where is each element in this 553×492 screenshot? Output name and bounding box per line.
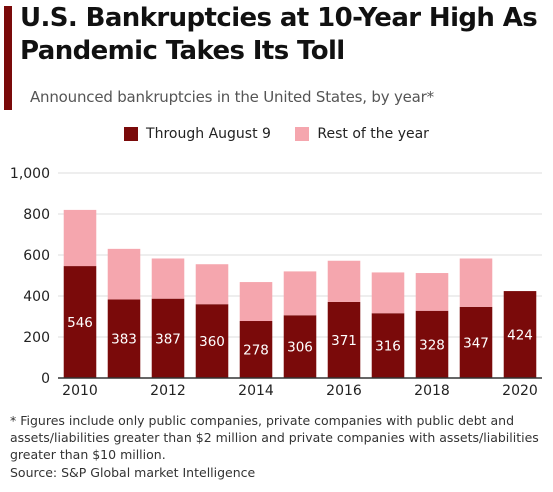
data-label: 383 (111, 332, 137, 348)
y-tick-label: 800 (23, 207, 50, 223)
data-label: 328 (419, 337, 445, 353)
data-label: 371 (331, 333, 357, 349)
y-tick-label: 600 (23, 248, 50, 264)
legend: Through August 9 Rest of the year (0, 126, 553, 145)
legend-item-rest: Rest of the year (295, 126, 429, 142)
bar-through-2017 (371, 313, 405, 378)
bar-rest-2013 (195, 264, 229, 305)
bar-rest-2012 (151, 258, 185, 299)
data-label: 316 (375, 339, 401, 355)
x-tick-label: 2018 (414, 383, 450, 399)
chart-subtitle: Announced bankruptcies in the United Sta… (30, 88, 434, 106)
data-label: 347 (463, 335, 489, 351)
bar-through-2018 (415, 310, 449, 378)
data-label: 546 (67, 315, 93, 331)
x-tick-label: 2016 (326, 383, 362, 399)
bar-rest-2010 (63, 209, 97, 267)
x-tick-label: 2012 (150, 383, 186, 399)
data-label: 387 (155, 331, 181, 347)
bar-chart: 0 200 400 600 800 1,000 546 383 387 360 278 306 371 3… (10, 166, 542, 399)
bar-through-2013 (195, 304, 229, 378)
y-tick-label: 1,000 (10, 166, 50, 182)
bar-through-2012 (151, 298, 185, 378)
footnote: * Figures include only public companies,… (10, 413, 539, 462)
bar-rest-2011 (107, 248, 141, 300)
accent-bar (4, 6, 12, 110)
bar-through-2010 (63, 266, 97, 378)
bar-rest-2016 (327, 260, 361, 302)
bar-through-2014 (239, 321, 273, 378)
bar-through-2019 (459, 306, 493, 378)
bar-through-2020 (503, 291, 537, 378)
y-tick-label: 400 (23, 289, 50, 305)
data-label: 306 (287, 340, 313, 356)
x-tick-label: 2014 (238, 383, 274, 399)
data-label: 360 (199, 334, 225, 350)
legend-label-through: Through August 9 (146, 126, 271, 142)
bar-rest-2014 (239, 282, 273, 322)
bar-through-2011 (107, 299, 141, 378)
bar-rest-2019 (459, 258, 493, 307)
y-tick-label: 0 (41, 371, 50, 387)
bar-through-2016 (327, 301, 361, 378)
source: Source: S&P Global market Intelligence (10, 465, 256, 480)
legend-swatch-rest (295, 127, 310, 141)
bar-rest-2018 (415, 273, 449, 311)
legend-item-through: Through August 9 (124, 126, 271, 142)
y-tick-label: 200 (23, 330, 50, 346)
data-label: 278 (243, 343, 269, 359)
data-label: 424 (507, 328, 533, 344)
legend-swatch-through (124, 127, 139, 141)
x-tick-label: 2020 (502, 383, 538, 399)
bar-through-2015 (283, 315, 317, 378)
legend-label-rest: Rest of the year (317, 126, 429, 142)
x-tick-label: 2010 (62, 383, 98, 399)
bar-rest-2017 (371, 272, 405, 314)
chart-title: U.S. Bankruptcies at 10-Year High As Pan… (20, 3, 538, 66)
bar-rest-2015 (283, 271, 317, 316)
